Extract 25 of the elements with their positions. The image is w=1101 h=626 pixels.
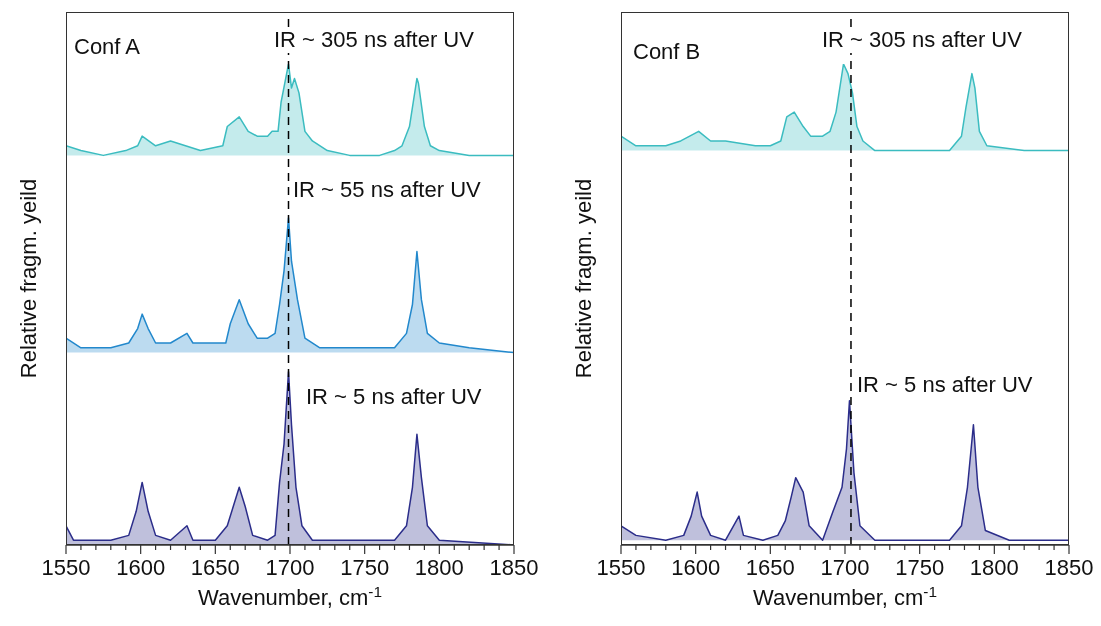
annotation: IR ~ 5 ns after UV bbox=[855, 372, 1033, 398]
x-tick-label: 1800 bbox=[969, 555, 1019, 580]
annotation: IR ~ 5 ns after UV bbox=[304, 384, 482, 410]
x-tick-label: 1700 bbox=[265, 555, 315, 580]
x-tick-label: 1650 bbox=[745, 555, 795, 580]
x-tick-label: 1600 bbox=[671, 555, 721, 580]
x-tick-label: 1750 bbox=[895, 555, 945, 580]
x-tick-label: 1650 bbox=[190, 555, 240, 580]
x-axis-title: Wavenumber, cm$^{-1}$ bbox=[197, 582, 383, 610]
annotation: IR ~ 55 ns after UV bbox=[291, 177, 481, 203]
x-tick-label: 1550 bbox=[41, 555, 91, 580]
annotation: Conf B bbox=[632, 39, 701, 65]
x-tick-label: 1750 bbox=[340, 555, 390, 580]
text: IR ~ 305 ns after UV bbox=[820, 27, 1022, 53]
text: Conf A bbox=[73, 34, 141, 60]
x-tick-label: 1600 bbox=[116, 555, 166, 580]
x-tick-label: 1850 bbox=[1044, 555, 1094, 580]
x-tick-label: 1850 bbox=[489, 555, 539, 580]
x-tick-label: 1700 bbox=[820, 555, 870, 580]
x-tick-label: 1800 bbox=[414, 555, 464, 580]
y-axis-title: Relative fragm. yeild bbox=[571, 178, 596, 379]
text: IR ~ 305 ns after UV bbox=[272, 27, 474, 53]
x-axis-title: Wavenumber, cm$^{-1}$ bbox=[752, 582, 938, 610]
y-axis-title: Relative fragm. yeild bbox=[16, 178, 41, 379]
x-tick-label: 1550 bbox=[596, 555, 646, 580]
